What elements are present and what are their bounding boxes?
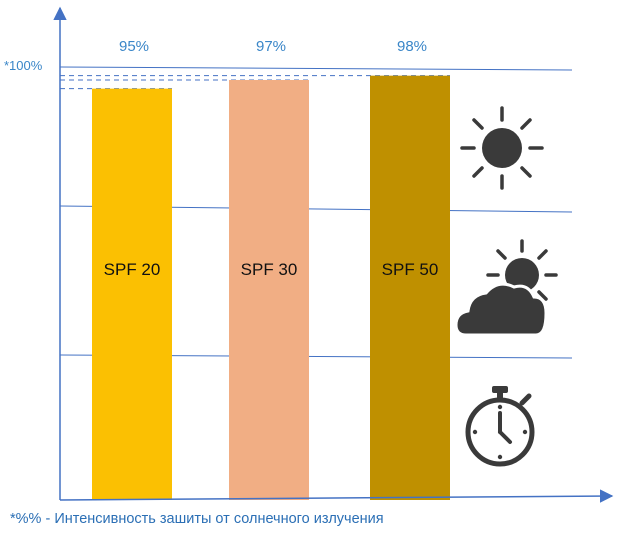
bar [92, 88, 172, 501]
bar-category-label: SPF 30 [241, 260, 298, 279]
bar-category-label: SPF 50 [382, 260, 439, 279]
sun-icon [460, 106, 544, 190]
sun-behind-cloud-icon [454, 239, 558, 337]
bars [92, 75, 450, 501]
bar [370, 75, 450, 500]
stopwatch-icon [465, 386, 535, 467]
bar [229, 79, 309, 501]
footnote: *%% - Интенсивность зашиты от солнечного… [10, 511, 384, 527]
data-labels: SPF 20 95% SPF 30 97% SPF 50 98% [104, 38, 439, 279]
gridline [59, 66, 573, 71]
bar-value-label: 95% [119, 38, 149, 55]
bar-value-label: 98% [397, 38, 427, 55]
bar-value-label: 97% [256, 38, 286, 55]
x-axis [59, 489, 614, 503]
bar-category-label: SPF 20 [104, 260, 161, 279]
y-axis-label: *100% [4, 58, 43, 73]
